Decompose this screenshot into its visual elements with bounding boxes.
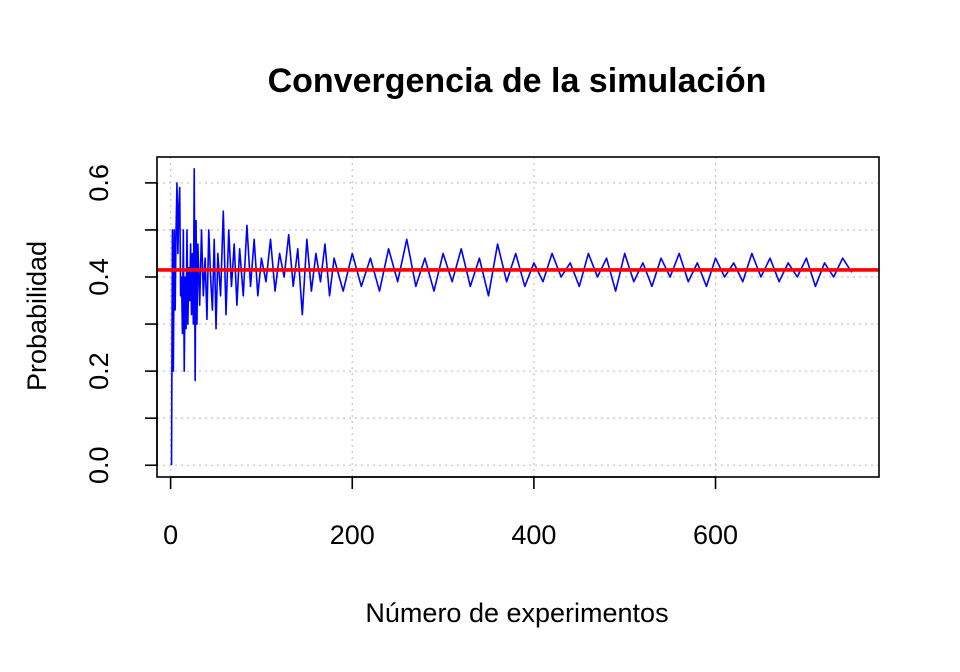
series-line xyxy=(170,167,853,466)
x-axis: 0 200 400 600 xyxy=(163,476,738,550)
y-tick-label: 0.6 xyxy=(84,164,114,202)
grid-lines xyxy=(157,157,879,477)
plot-frame xyxy=(156,156,880,478)
y-tick-label: 0.0 xyxy=(84,446,114,484)
x-axis-label: Número de experimentos xyxy=(365,598,668,628)
y-axis: 0.0 0.2 0.4 0.6 xyxy=(84,164,158,484)
data-series xyxy=(170,167,853,466)
x-tick-label: 200 xyxy=(330,520,375,550)
x-tick-label: 400 xyxy=(511,520,556,550)
y-tick-label: 0.4 xyxy=(84,258,114,296)
x-tick-label: 0 xyxy=(163,520,178,550)
y-tick-label: 0.2 xyxy=(84,352,114,390)
chart-title: Convergencia de la simulación xyxy=(268,62,767,100)
y-axis-label: Probabilidad xyxy=(22,241,52,391)
x-tick-label: 600 xyxy=(693,520,738,550)
